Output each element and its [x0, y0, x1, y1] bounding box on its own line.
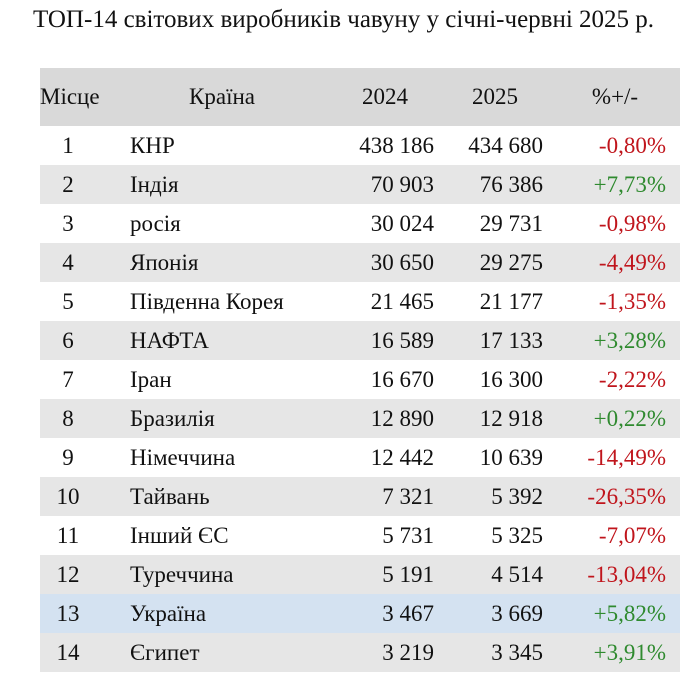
- value-2024-cell: 5 191: [382, 562, 434, 587]
- table-row: 8 Бразилія 12 890 12 918 +0,22%: [40, 399, 680, 438]
- change-cell: -0,98%: [598, 211, 666, 236]
- value-2024-cell: 5 731: [382, 523, 434, 548]
- header-cell: 2024: [362, 84, 408, 109]
- country-cell: Південна Корея: [130, 289, 284, 314]
- value-2024-cell: 30 650: [370, 250, 434, 275]
- rank-cell: 6: [62, 328, 74, 353]
- table-row: 2 Індія 70 903 76 386 +7,73%: [40, 165, 680, 204]
- table-row: 10 Тайвань 7 321 5 392 -26,35%: [40, 477, 680, 516]
- title: ТОП-14 світових виробників чавуну у січн…: [32, 6, 655, 33]
- value-2024-cell: 70 903: [370, 172, 434, 197]
- value-2025-cell: 10 639: [479, 445, 543, 470]
- change-cell: -13,04%: [587, 562, 666, 587]
- change-cell: -14,49%: [587, 445, 666, 470]
- value-2025-cell: 12 918: [479, 406, 543, 431]
- value-2025-cell: 29 731: [479, 211, 543, 236]
- change-cell: +3,91%: [593, 640, 666, 665]
- table-row: 12 Туреччина 5 191 4 514 -13,04%: [40, 555, 680, 594]
- value-2024-cell: 16 670: [370, 367, 434, 392]
- rank-cell: 1: [62, 133, 74, 158]
- country-cell: Інший ЄС: [130, 523, 229, 548]
- value-2025-cell: 21 177: [479, 289, 543, 314]
- table-row: 7 Іран 16 670 16 300 -2,22%: [40, 360, 680, 399]
- country-cell: Бразилія: [130, 406, 215, 431]
- value-2024-cell: 12 442: [370, 445, 434, 470]
- table-row: 9 Німеччина 12 442 10 639 -14,49%: [40, 438, 680, 477]
- country-cell: НАФТА: [130, 328, 209, 353]
- value-2024-cell: 3 219: [382, 640, 434, 665]
- value-2025-cell: 5 392: [491, 484, 543, 509]
- change-cell: +7,73%: [593, 172, 666, 197]
- value-2024-cell: 7 321: [382, 484, 434, 509]
- country-cell: Україна: [130, 601, 207, 626]
- change-cell: +5,82%: [593, 601, 666, 626]
- table: Місце Країна 2024 2025 %+/- 1 КНР 438 186 434 68…: [40, 68, 680, 672]
- country-cell: Єгипет: [130, 640, 200, 665]
- header-cell: %+/-: [591, 84, 639, 109]
- rank-cell: 11: [56, 523, 80, 548]
- country-cell: Тайвань: [130, 484, 210, 509]
- rank-cell: 13: [56, 601, 80, 626]
- value-2024-cell: 21 465: [370, 289, 434, 314]
- rank-cell: 12: [56, 562, 80, 587]
- table-row: 5 Південна Корея 21 465 21 177 -1,35%: [40, 282, 680, 321]
- rank-cell: 8: [62, 406, 74, 431]
- header-row: Місце Країна 2024 2025 %+/-: [40, 68, 680, 126]
- value-2024-cell: 16 589: [370, 328, 434, 353]
- country-cell: КНР: [130, 133, 175, 158]
- value-2025-cell: 4 514: [491, 562, 543, 587]
- country-cell: Туреччина: [130, 562, 234, 587]
- value-2025-cell: 76 386: [479, 172, 543, 197]
- change-cell: +3,28%: [593, 328, 666, 353]
- table-row: 6 НАФТА 16 589 17 133 +3,28%: [40, 321, 680, 360]
- value-2025-cell: 17 133: [479, 328, 543, 353]
- country-cell: Індія: [130, 172, 179, 197]
- header-cell: Країна: [189, 84, 255, 109]
- rank-cell: 7: [62, 367, 74, 392]
- value-2025-cell: 3 669: [491, 601, 543, 626]
- table-row: 1 КНР 438 186 434 680 -0,80%: [40, 126, 680, 165]
- header-cell: Місце: [40, 84, 100, 109]
- change-cell: -7,07%: [598, 523, 666, 548]
- rank-cell: 3: [62, 211, 74, 236]
- table-row: 3 росія 30 024 29 731 -0,98%: [40, 204, 680, 243]
- value-2024-cell: 30 024: [370, 211, 434, 236]
- value-2024-cell: 438 186: [359, 133, 434, 158]
- change-cell: -1,35%: [598, 289, 666, 314]
- rank-cell: 4: [62, 250, 74, 275]
- change-cell: -26,35%: [587, 484, 666, 509]
- change-cell: +0,22%: [593, 406, 666, 431]
- header-cell: 2025: [472, 84, 518, 109]
- country-cell: росія: [130, 211, 181, 236]
- change-cell: -0,80%: [598, 133, 666, 158]
- country-cell: Іран: [130, 367, 172, 392]
- change-cell: -4,49%: [598, 250, 666, 275]
- rank-cell: 5: [62, 289, 74, 314]
- table-row: 11 Інший ЄС 5 731 5 325 -7,07%: [40, 516, 680, 555]
- rank-cell: 9: [62, 445, 74, 470]
- table-row: 4 Японія 30 650 29 275 -4,49%: [40, 243, 680, 282]
- rank-cell: 10: [56, 484, 80, 509]
- table-row: 13 Україна 3 467 3 669 +5,82%: [40, 594, 680, 633]
- value-2024-cell: 3 467: [382, 601, 434, 626]
- rank-cell: 2: [62, 172, 74, 197]
- rank-cell: 14: [56, 640, 80, 665]
- value-2025-cell: 16 300: [479, 367, 543, 392]
- value-2025-cell: 3 345: [491, 640, 543, 665]
- value-2025-cell: 5 325: [491, 523, 543, 548]
- value-2025-cell: 434 680: [468, 133, 543, 158]
- change-cell: -2,22%: [598, 367, 666, 392]
- value-2024-cell: 12 890: [370, 406, 434, 431]
- country-cell: Німеччина: [130, 445, 236, 470]
- value-2025-cell: 29 275: [479, 250, 543, 275]
- table-row: 14 Єгипет 3 219 3 345 +3,91%: [40, 633, 680, 672]
- country-cell: Японія: [130, 250, 199, 275]
